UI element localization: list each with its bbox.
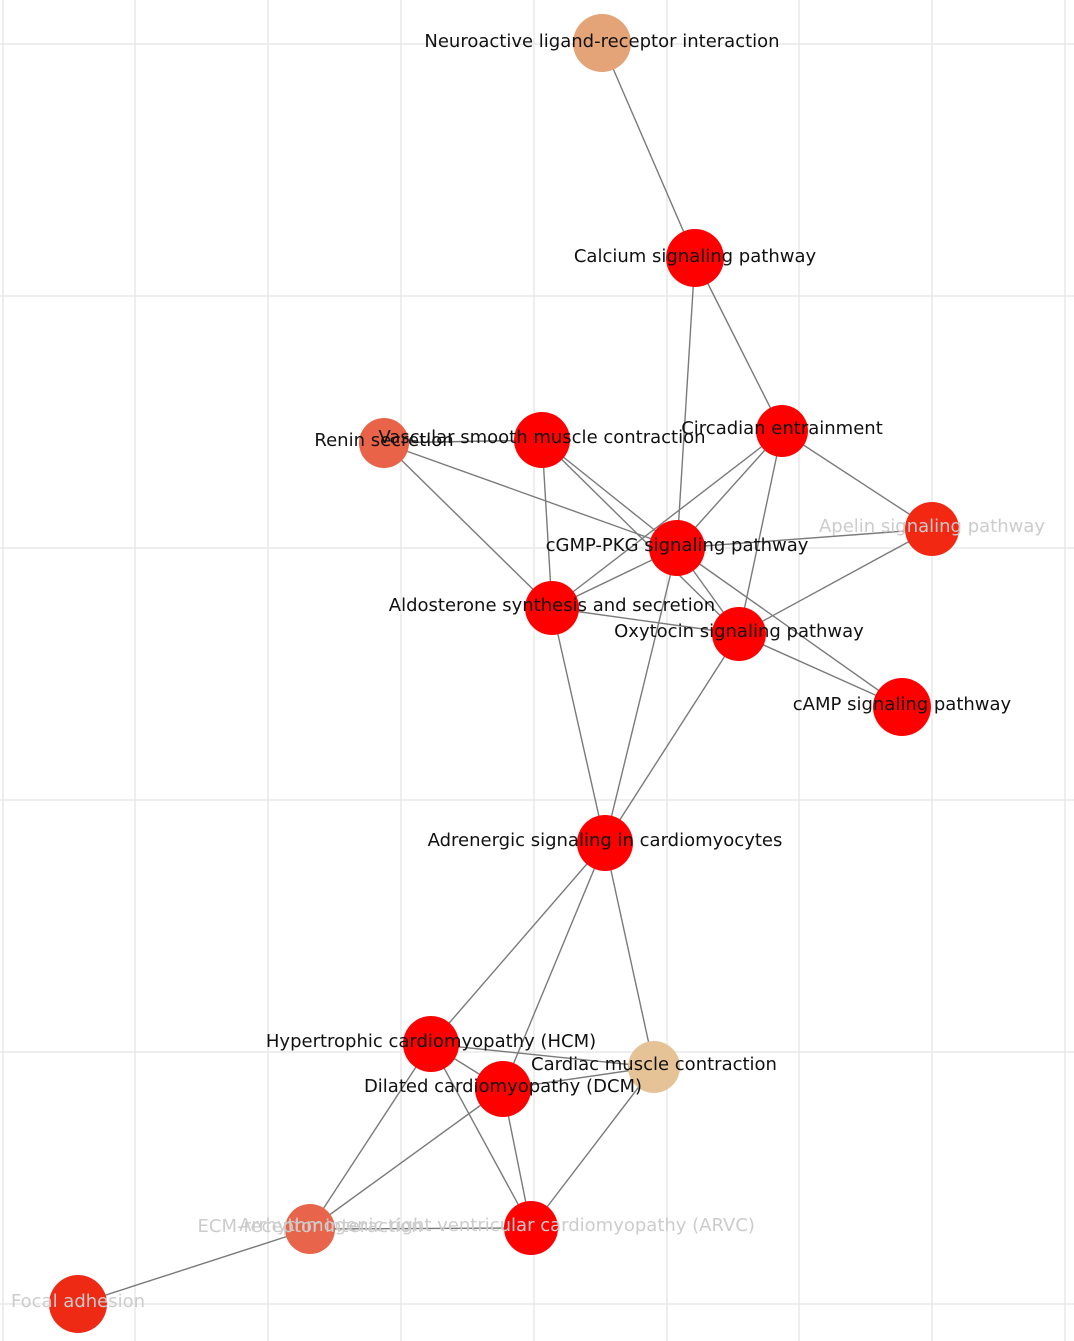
node-cgmp[interactable] [649,520,705,576]
node-label-apelin: Apelin signaling pathway [819,516,1045,537]
label-layer: Neuroactive ligand-receptor interaction C… [11,31,1045,1312]
edge-adrenergic-cardiac [604,842,655,1068]
node-label-arvc: Arrhythmogenic right ventricular cardiom… [239,1215,755,1236]
node-label-focal: Focal adhesion [11,1291,145,1312]
edge-circadian-aldosterone [551,430,783,609]
node-label-camp: cAMP signaling pathway [793,694,1012,715]
node-label-cardiac: Cardiac muscle contraction [531,1054,777,1075]
node-label-aldosterone: Aldosterone synthesis and secretion [389,595,715,616]
edge-apelin-oxytocin [738,528,933,635]
node-label-circadian: Circadian entrainment [681,418,883,439]
node-adrenergic[interactable] [577,815,633,871]
node-circadian[interactable] [756,405,808,457]
node-arvc[interactable] [504,1201,558,1255]
edge-calcium-circadian [694,257,783,432]
edge-adrenergic-hcm [430,842,606,1045]
node-dcm[interactable] [475,1061,531,1117]
edge-aldosterone-adrenergic [551,607,606,844]
edge-ecm-arvc [309,1227,532,1230]
node-apelin[interactable] [905,502,959,556]
edge-oxytocin-camp [738,633,903,708]
edge-cgmp-camp [676,547,903,708]
node-label-vascular: Vascular smooth muscle contraction [378,427,705,448]
node-hcm[interactable] [403,1016,459,1072]
node-label-oxytocin: Oxytocin signaling pathway [614,621,864,642]
node-label-neuroactive: Neuroactive ligand-receptor interaction [424,31,779,52]
node-layer [49,14,959,1333]
edge-cardiac-arvc [530,1066,655,1229]
edge-aldosterone-oxytocin [551,607,740,635]
edge-renin-aldosterone [383,442,553,609]
edge-neuroactive-calcium [601,42,696,259]
edge-apelin-cgmp [676,528,933,549]
edge-hcm-cardiac [430,1043,655,1068]
node-renin[interactable] [359,418,409,468]
edge-cgmp-adrenergic [604,547,678,844]
edge-calcium-cgmp [676,257,696,549]
node-label-calcium: Calcium signaling pathway [574,246,817,267]
edge-renin-cgmp [383,442,678,549]
node-label-ecm: ECM-receptor interaction [198,1216,423,1237]
node-label-hcm: Hypertrophic cardiomyopathy (HCM) [266,1031,596,1052]
edge-oxytocin-adrenergic [604,633,740,844]
node-label-dcm: Dilated cardiomyopathy (DCM) [364,1076,642,1097]
node-focal[interactable] [49,1275,107,1333]
edge-layer [77,42,933,1305]
edge-hcm-ecm [309,1043,432,1230]
node-camp[interactable] [873,678,931,736]
node-label-renin: Renin secretion [314,430,453,451]
node-cardiac[interactable] [628,1041,680,1093]
edge-dcm-ecm [309,1088,504,1230]
node-calcium[interactable] [666,229,724,287]
node-ecm[interactable] [285,1204,335,1254]
node-label-cgmp: cGMP-PKG signaling pathway [546,535,809,556]
node-aldosterone[interactable] [525,581,579,635]
edge-circadian-oxytocin [738,430,783,635]
node-label-adrenergic: Adrenergic signaling in cardiomyocytes [428,830,783,851]
edge-circadian-apelin [781,430,933,530]
node-oxytocin[interactable] [712,607,766,661]
node-neuroactive[interactable] [573,14,631,72]
edge-adrenergic-dcm [502,842,606,1090]
edge-vascular-aldosterone [541,439,553,609]
node-vascular[interactable] [514,412,570,468]
edge-vascular-oxytocin [541,439,740,635]
edge-ecm-focal [77,1228,311,1305]
edge-hcm-arvc [430,1043,532,1229]
